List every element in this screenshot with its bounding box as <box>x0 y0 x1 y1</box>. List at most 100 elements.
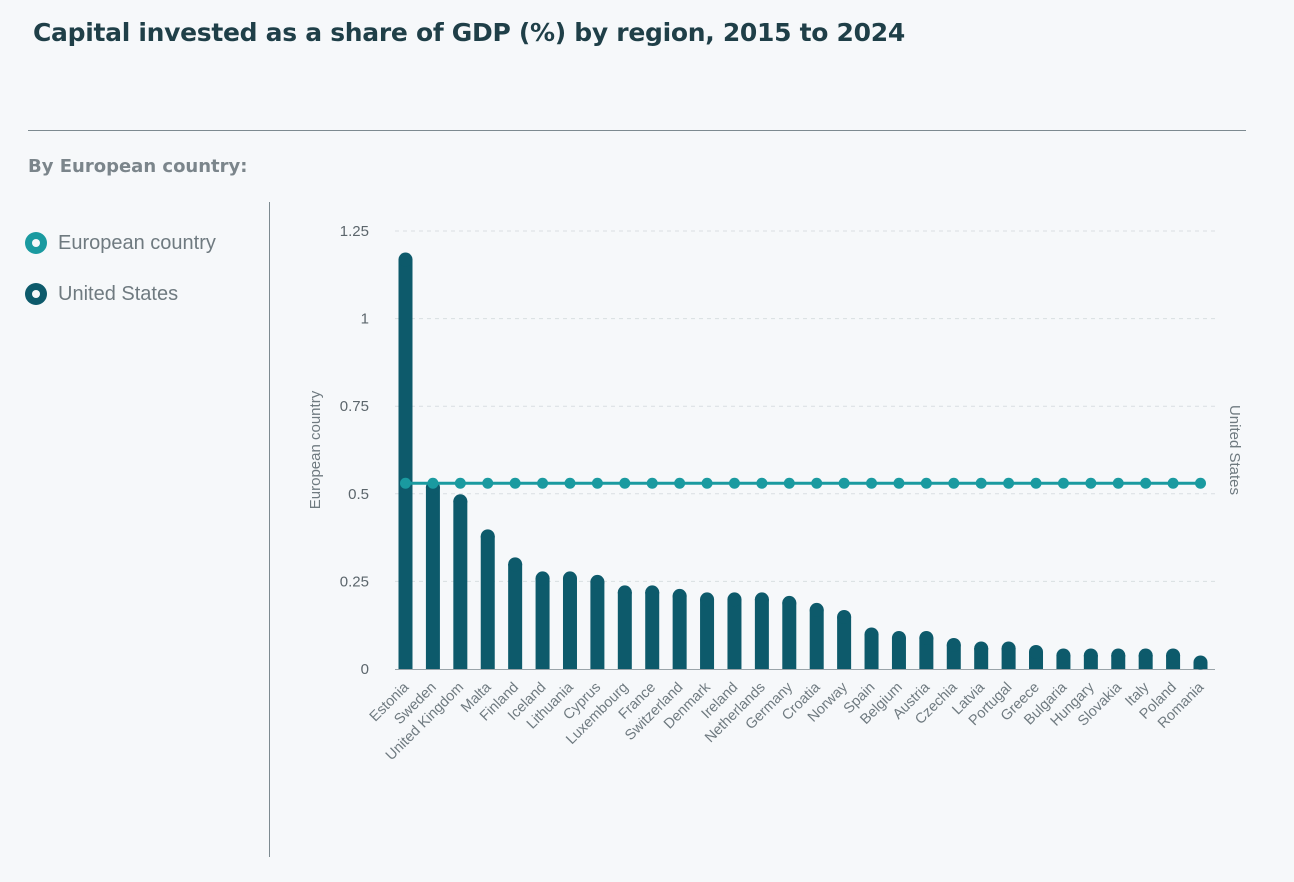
bar-rect <box>617 591 632 669</box>
bar <box>1111 648 1126 669</box>
bar <box>562 571 577 669</box>
united-states-point <box>1003 477 1015 489</box>
bar-cap <box>946 637 961 652</box>
bar-rect <box>700 598 715 669</box>
bar-cap <box>508 557 523 572</box>
united-states-point <box>427 477 439 489</box>
united-states-point <box>701 477 713 489</box>
section-subtitle: By European country: <box>28 156 248 177</box>
bar <box>617 585 632 669</box>
bar-cap <box>590 574 605 589</box>
bar-rect <box>919 637 934 669</box>
bar <box>1083 648 1098 669</box>
bar <box>946 637 961 669</box>
bar-cap <box>1138 648 1153 663</box>
bar <box>480 529 495 669</box>
bar-cap <box>398 252 413 267</box>
bar-rect <box>562 577 577 669</box>
bar <box>645 585 660 669</box>
bar-rect <box>590 581 605 669</box>
chart-title: Capital invested as a share of GDP (%) b… <box>33 18 905 47</box>
bar <box>782 595 797 669</box>
y-tick-label: 0.25 <box>340 573 369 590</box>
bar-cap <box>1111 648 1126 663</box>
bar-cap <box>809 602 824 617</box>
bar <box>974 641 989 669</box>
united-states-point <box>1057 477 1069 489</box>
bar <box>672 588 687 669</box>
bar <box>508 557 523 669</box>
y-axis-title-left: European country <box>307 390 324 509</box>
bar <box>1166 648 1181 669</box>
y-tick-label: 0 <box>361 661 369 678</box>
bar-cap <box>672 588 687 603</box>
bar-rect <box>782 602 797 669</box>
bar <box>809 602 824 669</box>
header-divider <box>28 130 1246 131</box>
bar-cap <box>864 627 879 642</box>
united-states-point <box>1112 477 1124 489</box>
united-states-point <box>920 477 932 489</box>
bar <box>891 630 906 669</box>
bar-rect <box>891 637 906 669</box>
bar <box>453 494 468 669</box>
legend-item-united-states[interactable]: United States <box>25 281 216 307</box>
bar-cap <box>1193 655 1208 670</box>
bar-cap <box>782 595 797 610</box>
bar <box>837 609 852 669</box>
y-tick-label: 0.75 <box>340 398 369 415</box>
united-states-point <box>564 477 576 489</box>
bar-cap <box>837 609 852 624</box>
united-states-point <box>1140 477 1152 489</box>
bar-rect <box>425 486 440 669</box>
legend-item-european-country[interactable]: European country <box>25 230 216 256</box>
united-states-point <box>756 477 768 489</box>
bar-rect <box>727 598 742 669</box>
bar-cap <box>754 592 769 607</box>
y-tick-label: 1 <box>361 311 369 328</box>
y-tick-label: 0.5 <box>348 486 369 503</box>
united-states-point <box>400 477 411 489</box>
bar <box>1001 641 1016 669</box>
bar-rect <box>480 535 495 669</box>
circle-marker-icon <box>25 283 47 305</box>
united-states-point <box>893 477 905 489</box>
bar <box>425 480 440 669</box>
circle-marker-icon <box>25 232 47 254</box>
bar-rect <box>645 591 660 669</box>
bar-rect <box>837 616 852 669</box>
bar <box>1056 648 1071 669</box>
united-states-point <box>783 477 795 489</box>
united-states-point <box>1195 477 1206 489</box>
bar-cap <box>700 592 715 607</box>
united-states-point <box>646 477 658 489</box>
united-states-point <box>591 477 603 489</box>
bar <box>1193 655 1208 670</box>
bar-cap <box>535 571 550 586</box>
bar-cap <box>562 571 577 586</box>
united-states-point <box>866 477 878 489</box>
bar-cap <box>1001 641 1016 656</box>
bar-cap <box>645 585 660 600</box>
bar-rect <box>672 595 687 669</box>
united-states-point <box>537 477 549 489</box>
chart-legend: European country United States <box>25 230 216 332</box>
bar-rect <box>398 259 413 669</box>
bar-rect <box>535 577 550 669</box>
bar-cap <box>1166 648 1181 663</box>
bar-cap <box>480 529 495 544</box>
united-states-point <box>1167 477 1179 489</box>
legend-divider <box>269 202 270 857</box>
bar-cap <box>727 592 742 607</box>
bar <box>754 592 769 669</box>
bar <box>727 592 742 669</box>
legend-label: European country <box>58 231 216 254</box>
bar-rect <box>809 609 824 669</box>
bar-cap <box>891 630 906 645</box>
bar <box>919 630 934 669</box>
bar-rect <box>508 563 523 669</box>
united-states-point <box>1030 477 1042 489</box>
bar <box>398 252 413 669</box>
bar <box>1029 644 1044 669</box>
